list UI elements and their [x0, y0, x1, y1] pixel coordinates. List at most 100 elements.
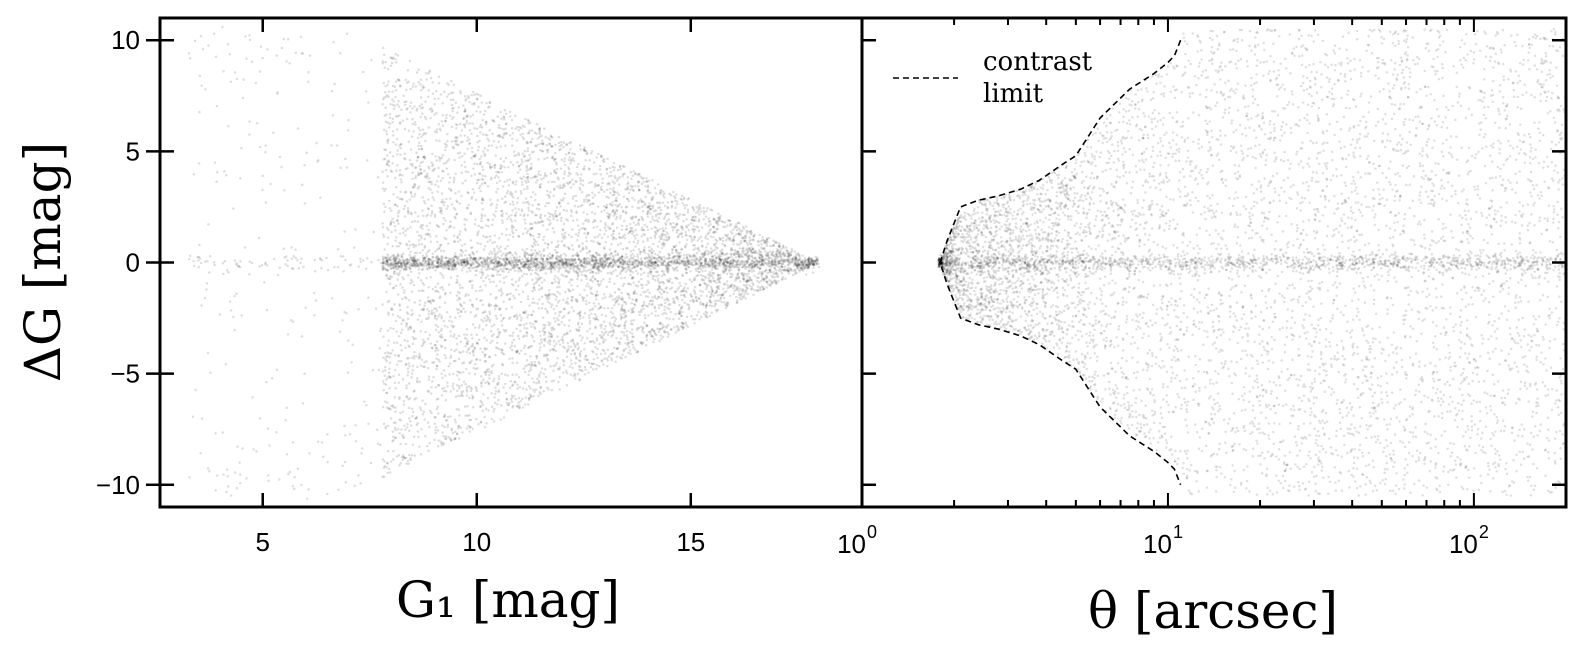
scatter-point — [453, 252, 457, 255]
scatter-point — [641, 205, 644, 208]
scatter-point — [619, 260, 622, 264]
scatter-point — [508, 178, 512, 181]
scatter-point — [474, 314, 478, 317]
scatter-point — [406, 367, 410, 371]
scatter-point — [590, 150, 594, 153]
scatter-point — [644, 184, 647, 188]
scatter-point — [630, 339, 634, 343]
scatter-point — [421, 249, 425, 252]
scatter-point — [588, 278, 592, 282]
scatter-point — [650, 251, 654, 254]
scatter-point — [594, 326, 597, 330]
scatter-point — [705, 285, 709, 289]
scatter-point — [605, 172, 609, 175]
scatter-point — [260, 264, 264, 267]
scatter-point — [538, 330, 541, 334]
scatter-point — [511, 209, 514, 212]
scatter-point — [434, 428, 437, 432]
scatter-point — [507, 215, 511, 218]
scatter-point — [736, 272, 739, 276]
scatter-point — [633, 302, 636, 306]
scatter-point — [569, 359, 573, 362]
scatter-point — [553, 212, 557, 216]
scatter-point — [426, 232, 429, 236]
scatter-point — [624, 253, 628, 256]
scatter-point — [593, 278, 597, 281]
scatter-point — [552, 231, 556, 234]
scatter-point — [417, 243, 421, 246]
scatter-point — [418, 164, 422, 168]
scatter-point — [801, 260, 804, 264]
scatter-point — [377, 368, 381, 372]
scatter-point — [777, 260, 780, 263]
scatter-point — [313, 258, 316, 262]
scatter-point — [188, 254, 192, 257]
scatter-point — [546, 217, 549, 221]
scatter-point — [686, 287, 690, 290]
scatter-point — [479, 242, 482, 246]
scatter-point — [645, 324, 648, 327]
scatter-point — [585, 213, 589, 216]
scatter-point — [502, 133, 506, 136]
scatter-point — [473, 126, 476, 130]
scatter-point — [205, 282, 209, 285]
scatter-point — [676, 269, 679, 272]
scatter-point — [709, 251, 713, 255]
scatter-point — [735, 301, 739, 304]
scatter-point — [612, 214, 616, 217]
scatter-point — [525, 358, 529, 362]
scatter-point — [475, 127, 479, 130]
scatter-point — [398, 432, 401, 435]
scatter-point — [500, 294, 503, 297]
scatter-point — [685, 315, 689, 318]
scatter-point — [403, 191, 407, 194]
scatter-point — [579, 365, 582, 369]
scatter-point — [713, 305, 716, 308]
scatter-point — [641, 305, 644, 308]
scatter-point — [507, 166, 510, 169]
scatter-point — [742, 273, 745, 277]
scatter-point — [589, 254, 592, 257]
scatter-point — [690, 240, 694, 243]
scatter-point — [695, 205, 698, 209]
scatter-point — [448, 258, 451, 261]
scatter-point — [808, 261, 812, 264]
scatter-point — [698, 218, 701, 221]
scatter-point — [657, 304, 660, 307]
scatter-point — [471, 427, 474, 430]
scatter-point — [786, 268, 789, 271]
scatter-point — [452, 234, 456, 238]
scatter-point — [496, 255, 499, 259]
scatter-point — [674, 312, 677, 316]
scatter-point — [530, 333, 533, 337]
scatter-point — [285, 406, 289, 410]
scatter-point — [435, 364, 439, 367]
scatter-point — [473, 315, 477, 318]
scatter-point — [731, 240, 735, 243]
scatter-point — [316, 440, 320, 444]
scatter-point — [725, 280, 729, 283]
scatter-point — [558, 388, 561, 391]
scatter-point — [576, 273, 580, 277]
scatter-point — [406, 258, 410, 262]
scatter-point — [477, 338, 481, 342]
scatter-point — [486, 148, 490, 152]
scatter-point — [610, 243, 613, 246]
scatter-point — [665, 269, 668, 272]
scatter-point — [213, 263, 216, 267]
scatter-point — [613, 211, 616, 215]
scatter-point — [407, 406, 411, 410]
scatter-point — [239, 481, 242, 485]
scatter-point — [531, 377, 534, 380]
scatter-point — [602, 160, 606, 164]
scatter-point — [512, 225, 516, 229]
scatter-point — [697, 249, 701, 253]
scatter-point — [717, 219, 720, 223]
scatter-point — [425, 360, 428, 363]
scatter-point — [548, 252, 551, 256]
scatter-point — [671, 247, 674, 251]
scatter-point — [401, 318, 405, 321]
scatter-point — [649, 272, 653, 276]
scatter-point — [748, 276, 751, 279]
scatter-point — [614, 203, 617, 207]
